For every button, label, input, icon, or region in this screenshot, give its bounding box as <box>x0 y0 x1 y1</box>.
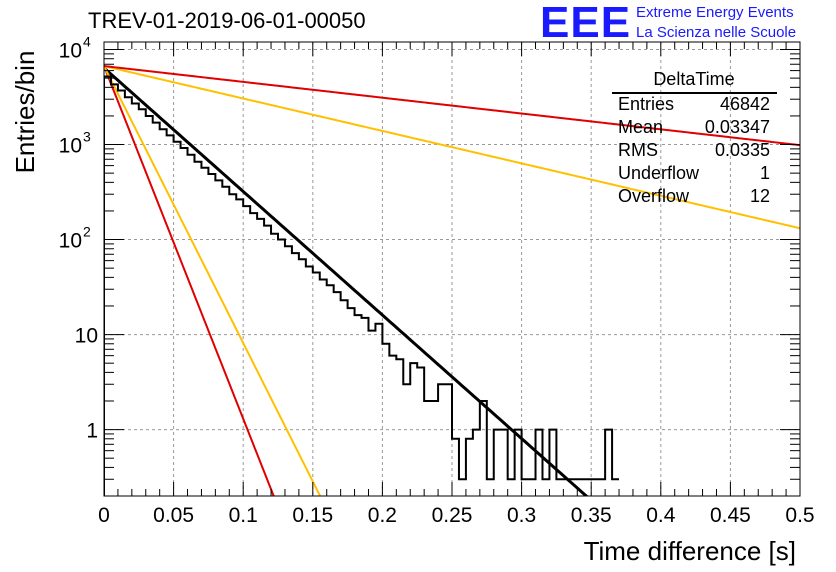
stats-label: Entries <box>618 94 674 114</box>
y-tick-exponent: 3 <box>83 129 91 145</box>
x-tick-label: 0.2 <box>368 504 397 527</box>
exp-curve-orange-3 <box>104 65 800 230</box>
x-tick-label: 0.3 <box>507 504 536 527</box>
histogram <box>104 75 620 496</box>
exp-curve-orange-2 <box>104 65 322 496</box>
stats-box: DeltaTime Entries 46842 Mean 0.03347 RMS 0.03… <box>612 69 777 206</box>
exp-curve-red-4 <box>104 65 800 147</box>
x-tick-label: 0.4 <box>646 504 676 527</box>
x-tick-label: 0.25 <box>432 504 473 527</box>
stats-value: 0.0335 <box>715 140 770 160</box>
y-tick-label: 10 <box>59 40 82 63</box>
histogram-outline <box>104 75 620 496</box>
fit-curve-black <box>104 66 589 496</box>
y-tick-label: 10 <box>59 135 82 158</box>
stats-label: Overflow <box>618 186 690 206</box>
tick-labels: 0 0.05 0.1 0.15 0.2 0.25 0.3 0.35 0.4 0.45 0.510 41… <box>59 34 815 527</box>
axis-ticks <box>103 42 801 497</box>
stats-rows: Entries 46842 Mean 0.03347 RMS 0.0335 Underflo… <box>618 94 770 206</box>
logo-line-2: La Scienza nelle Scuole <box>636 24 797 41</box>
x-tick-label: 0 <box>98 504 110 527</box>
logo-line-1: Extreme Energy Events <box>636 4 794 21</box>
stats-value: 46842 <box>720 94 770 114</box>
y-tick-label: 10 <box>75 325 98 348</box>
y-tick-exponent: 4 <box>83 34 91 50</box>
x-tick-label: 0.15 <box>292 504 333 527</box>
x-tick-label: 0.5 <box>785 504 814 527</box>
x-tick-label: 0.05 <box>153 504 194 527</box>
stats-value: 0.03347 <box>705 117 770 137</box>
eee-logo-mark: EEE <box>540 0 632 47</box>
y-tick-label: 10 <box>59 230 82 253</box>
y-tick-label: 1 <box>86 420 98 443</box>
x-tick-label: 0.1 <box>229 504 258 527</box>
stats-label: Mean <box>618 117 663 137</box>
x-axis-label: Time difference [s] <box>584 536 796 566</box>
stats-value: 12 <box>750 186 770 206</box>
chart-title: TREV-01-2019-06-01-00050 <box>88 8 366 33</box>
y-axis-label: Entries/bin <box>10 51 40 174</box>
stats-title: DeltaTime <box>653 69 734 89</box>
stats-value: 1 <box>760 163 770 183</box>
x-tick-label: 0.35 <box>571 504 612 527</box>
y-tick-exponent: 2 <box>83 224 91 240</box>
stats-label: Underflow <box>618 163 700 183</box>
exp-curve-red-1 <box>104 65 275 496</box>
stats-label: RMS <box>618 140 658 160</box>
x-tick-label: 0.45 <box>710 504 751 527</box>
